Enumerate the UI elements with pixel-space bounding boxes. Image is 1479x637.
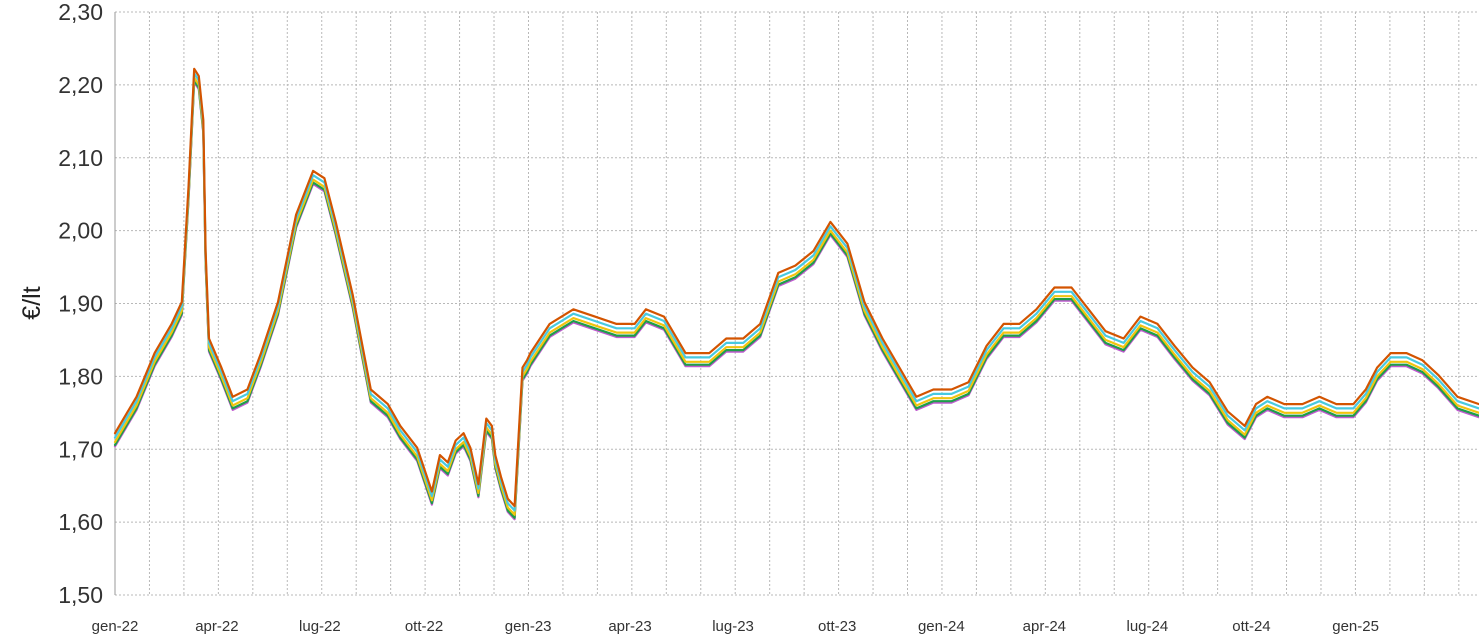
y-tick-label: 2,00 bbox=[58, 218, 103, 244]
x-axis-ticks: gen-22 apr-22 lug-22 ott-22 gen-23 apr-23 lug-… bbox=[92, 618, 1379, 635]
grid bbox=[114, 11, 1479, 596]
x-tick-label: gen-25 bbox=[1332, 618, 1379, 635]
y-tick-label: 1,50 bbox=[58, 582, 103, 608]
x-tick-label: gen-23 bbox=[505, 618, 552, 635]
x-tick-label: ott-22 bbox=[405, 618, 443, 635]
y-axis-ticks: 1,50 1,60 1,70 1,80 1,90 2,00 2,10 2,20 2,30 bbox=[58, 0, 103, 608]
x-tick-label: apr-24 bbox=[1023, 618, 1066, 635]
series-line-2 bbox=[113, 72, 1479, 512]
x-tick-label: apr-22 bbox=[195, 618, 238, 635]
series-group bbox=[113, 67, 1479, 521]
x-tick-label: ott-24 bbox=[1232, 618, 1270, 635]
x-tick-label: gen-22 bbox=[92, 618, 139, 635]
x-tick-label: gen-24 bbox=[918, 618, 965, 635]
x-tick-label: lug-22 bbox=[299, 618, 341, 635]
y-tick-label: 2,10 bbox=[58, 145, 103, 171]
y-tick-label: 1,60 bbox=[58, 509, 103, 535]
y-tick-label: 1,80 bbox=[58, 363, 103, 389]
y-tick-label: 1,70 bbox=[58, 436, 103, 462]
x-tick-label: lug-23 bbox=[712, 618, 754, 635]
x-tick-label: lug-24 bbox=[1126, 618, 1168, 635]
y-tick-label: 1,90 bbox=[58, 291, 103, 317]
x-tick-label: apr-23 bbox=[608, 618, 651, 635]
y-tick-label: 2,30 bbox=[58, 0, 103, 25]
series-line-5 bbox=[113, 80, 1479, 521]
x-tick-label: ott-23 bbox=[818, 618, 856, 635]
y-axis-label: €/lt bbox=[18, 286, 46, 319]
series-line-4 bbox=[113, 79, 1479, 519]
series-line-1 bbox=[113, 67, 1479, 508]
y-tick-label: 2,20 bbox=[58, 72, 103, 98]
